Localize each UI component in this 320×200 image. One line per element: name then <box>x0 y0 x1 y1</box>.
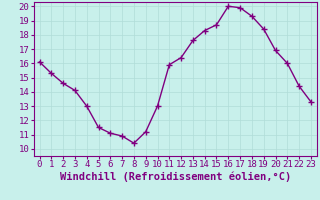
X-axis label: Windchill (Refroidissement éolien,°C): Windchill (Refroidissement éolien,°C) <box>60 172 291 182</box>
